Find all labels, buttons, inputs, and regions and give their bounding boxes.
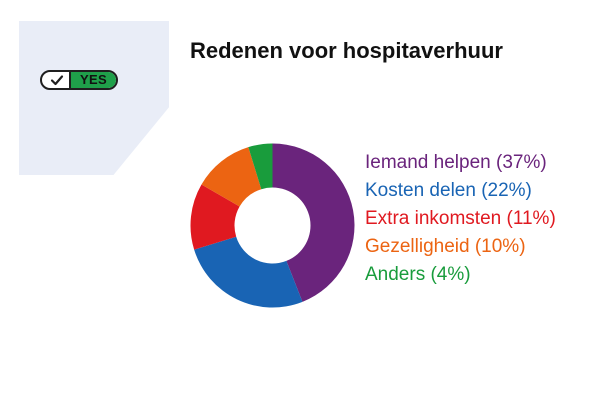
chart-legend: Iemand helpen (37%) Kosten delen (22%) Ext… [365, 149, 556, 289]
donut-slice-1 [272, 143, 355, 302]
legend-item-2: Kosten delen (22%) [365, 180, 532, 201]
chart-title: Redenen voor hospitaverhuur [190, 38, 503, 63]
check-icon [50, 75, 64, 86]
donut-slice-3 [190, 184, 240, 250]
donut-slice-5 [248, 143, 273, 190]
legend-item-5: Anders (4%) [365, 264, 471, 285]
legend-item-3: Extra inkomsten (11%) [365, 208, 556, 229]
yes-badge-label: YES [69, 72, 116, 88]
donut-slice-4 [201, 147, 262, 207]
donut-chart [190, 143, 355, 308]
legend-item-1: Iemand helpen (37%) [365, 152, 547, 173]
corner-panel [19, 21, 169, 175]
legend-item-4: Gezelligheid (10%) [365, 236, 526, 257]
donut-slice-2 [194, 236, 303, 308]
yes-badge: YES [40, 70, 118, 90]
